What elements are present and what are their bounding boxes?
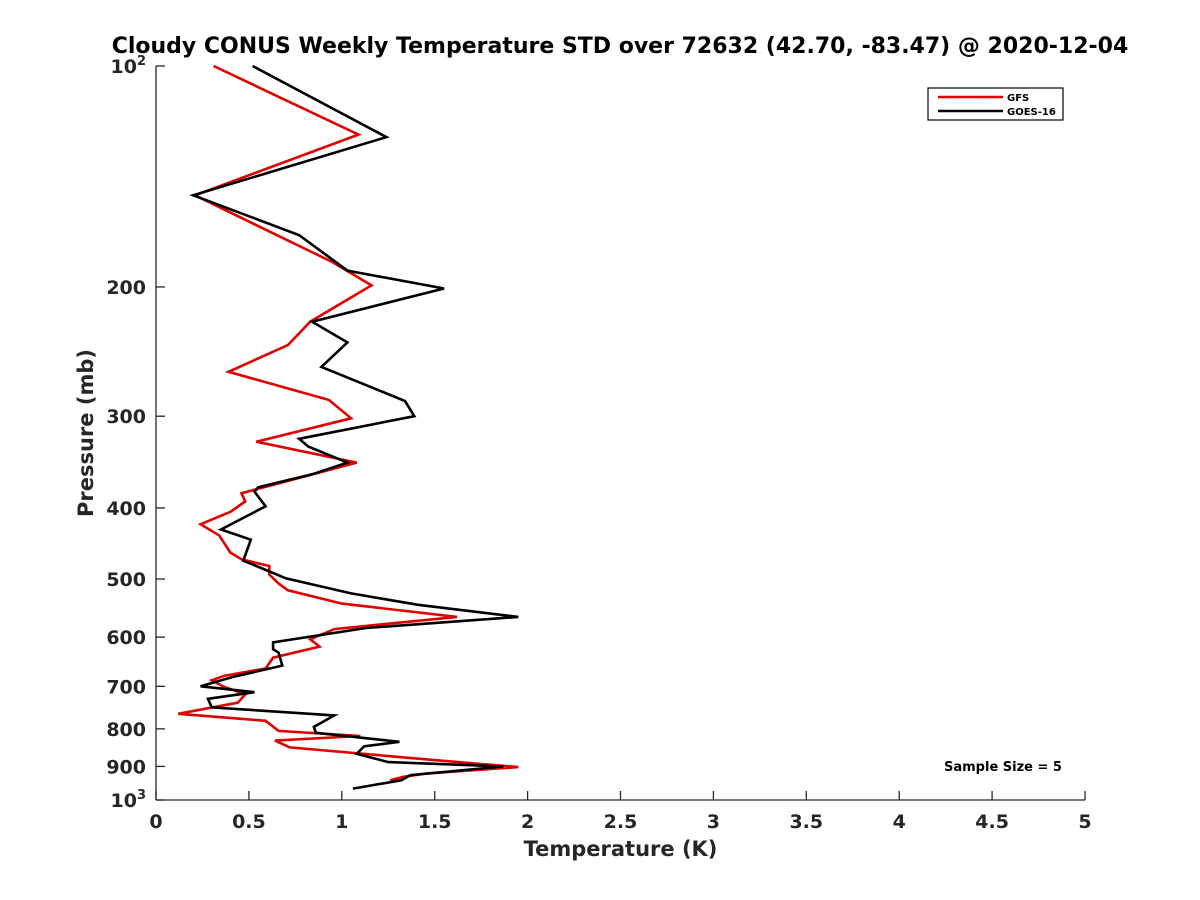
y-tick-label: 400	[106, 498, 146, 520]
legend-box	[927, 87, 1064, 121]
x-tick-label: 2	[521, 811, 534, 833]
y-tick-label: 800	[106, 719, 146, 741]
y-tick-label: 700	[106, 676, 146, 698]
y-tick-label: 200	[106, 277, 146, 299]
x-tick-label: 0.5	[232, 811, 266, 833]
y-tick-label: 600	[106, 627, 146, 649]
x-tick-label: 2.5	[604, 811, 638, 833]
x-tick-label: 4.5	[975, 811, 1009, 833]
y-axis-label: Pressure (mb)	[74, 349, 98, 517]
y-tick-label: 500	[106, 569, 146, 591]
x-tick-label: 4	[893, 811, 906, 833]
x-tick-label: 1.5	[418, 811, 452, 833]
x-tick-label: 1	[335, 811, 348, 833]
x-tick-label: 3	[707, 811, 720, 833]
sample-size-annotation: Sample Size = 5	[944, 760, 1062, 775]
chart-title: Cloudy CONUS Weekly Temperature STD over…	[112, 34, 1129, 59]
x-tick-label: 0	[149, 811, 162, 833]
y-tick-label: 300	[106, 406, 146, 428]
legend-label-gfs: GFS	[1007, 93, 1029, 104]
plot-area: 0 0.5 1 1.5 2 2.5 3 3.5 4 4.5 51022003004005006007…	[106, 54, 1091, 833]
series-line-goes-16	[189, 64, 519, 790]
y-tick-label: 900	[106, 756, 146, 778]
legend-label-goes-16: GOES-16	[1007, 107, 1056, 118]
series-line-gfs	[178, 64, 519, 782]
x-tick-label: 5	[1078, 811, 1091, 833]
x-tick-label: 3.5	[789, 811, 823, 833]
legend: GFS GOES-16	[927, 87, 1064, 121]
x-axis-label: Temperature (K)	[524, 837, 718, 861]
